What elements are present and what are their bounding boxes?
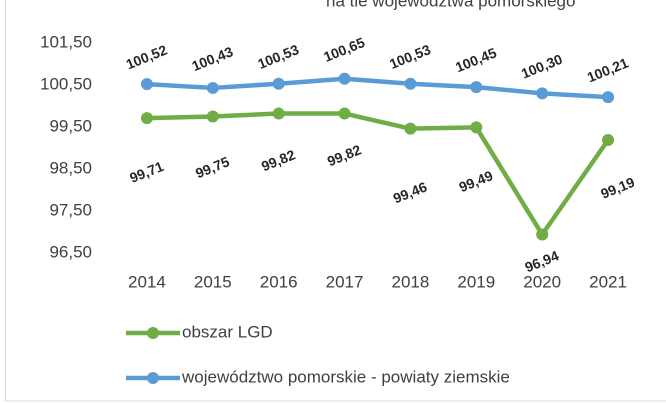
legend-marker — [147, 327, 159, 339]
data-point — [338, 72, 351, 85]
x-tick-label: 2015 — [194, 272, 232, 291]
data-point — [206, 81, 219, 94]
data-label: 100,53 — [255, 41, 301, 72]
data-label: 96,94 — [522, 247, 561, 275]
data-label: 99,49 — [457, 167, 496, 195]
data-label: 100,52 — [124, 41, 170, 72]
data-label: 99,46 — [391, 178, 430, 206]
x-tick-label: 2019 — [457, 272, 495, 291]
data-point — [536, 87, 549, 100]
data-point — [404, 77, 417, 90]
data-point — [602, 91, 615, 104]
x-tick-label: 2021 — [589, 272, 627, 291]
data-point — [140, 78, 153, 91]
legend-label: obszar LGD — [182, 322, 273, 341]
y-tick-label: 96,50 — [49, 242, 92, 261]
data-point — [206, 110, 219, 123]
x-tick-label: 2016 — [260, 272, 298, 291]
data-point — [470, 81, 483, 94]
y-tick-label: 99,50 — [49, 116, 92, 135]
data-label: 100,43 — [189, 43, 235, 74]
x-tick-label: 2020 — [523, 272, 561, 291]
data-label: 100,21 — [585, 54, 631, 85]
series-line — [146, 76, 609, 100]
data-label: 99,71 — [127, 158, 166, 186]
y-tick-label: 98,50 — [49, 158, 92, 177]
data-point — [272, 107, 285, 120]
legend-label: województwo pomorskie - powiaty ziemskie — [181, 367, 510, 386]
data-label: 100,30 — [519, 51, 565, 82]
data-point — [470, 121, 483, 134]
x-tick-label: 2017 — [326, 272, 364, 291]
data-label: 99,82 — [325, 141, 364, 169]
data-point — [404, 122, 417, 135]
y-tick-label: 101,50 — [40, 32, 92, 51]
data-label: 100,45 — [453, 44, 499, 75]
data-label: 99,82 — [259, 146, 298, 174]
y-tick-label: 100,50 — [40, 74, 92, 93]
data-point — [338, 107, 351, 120]
x-tick-label: 2014 — [128, 272, 166, 291]
x-tick-label: 2018 — [392, 272, 430, 291]
chart-title: na tle województwa pomorskiego — [326, 0, 575, 10]
data-label: 99,19 — [598, 174, 637, 202]
data-point — [536, 228, 549, 241]
data-point — [272, 77, 285, 90]
series-line — [146, 111, 610, 237]
y-tick-label: 97,50 — [49, 200, 92, 219]
data-label: 99,75 — [193, 153, 232, 181]
data-point — [602, 134, 615, 147]
data-label: 100,65 — [321, 34, 367, 65]
data-label: 100,53 — [387, 41, 433, 72]
chart-frame — [5, 0, 666, 402]
legend-marker — [147, 372, 159, 384]
data-point — [140, 112, 153, 125]
